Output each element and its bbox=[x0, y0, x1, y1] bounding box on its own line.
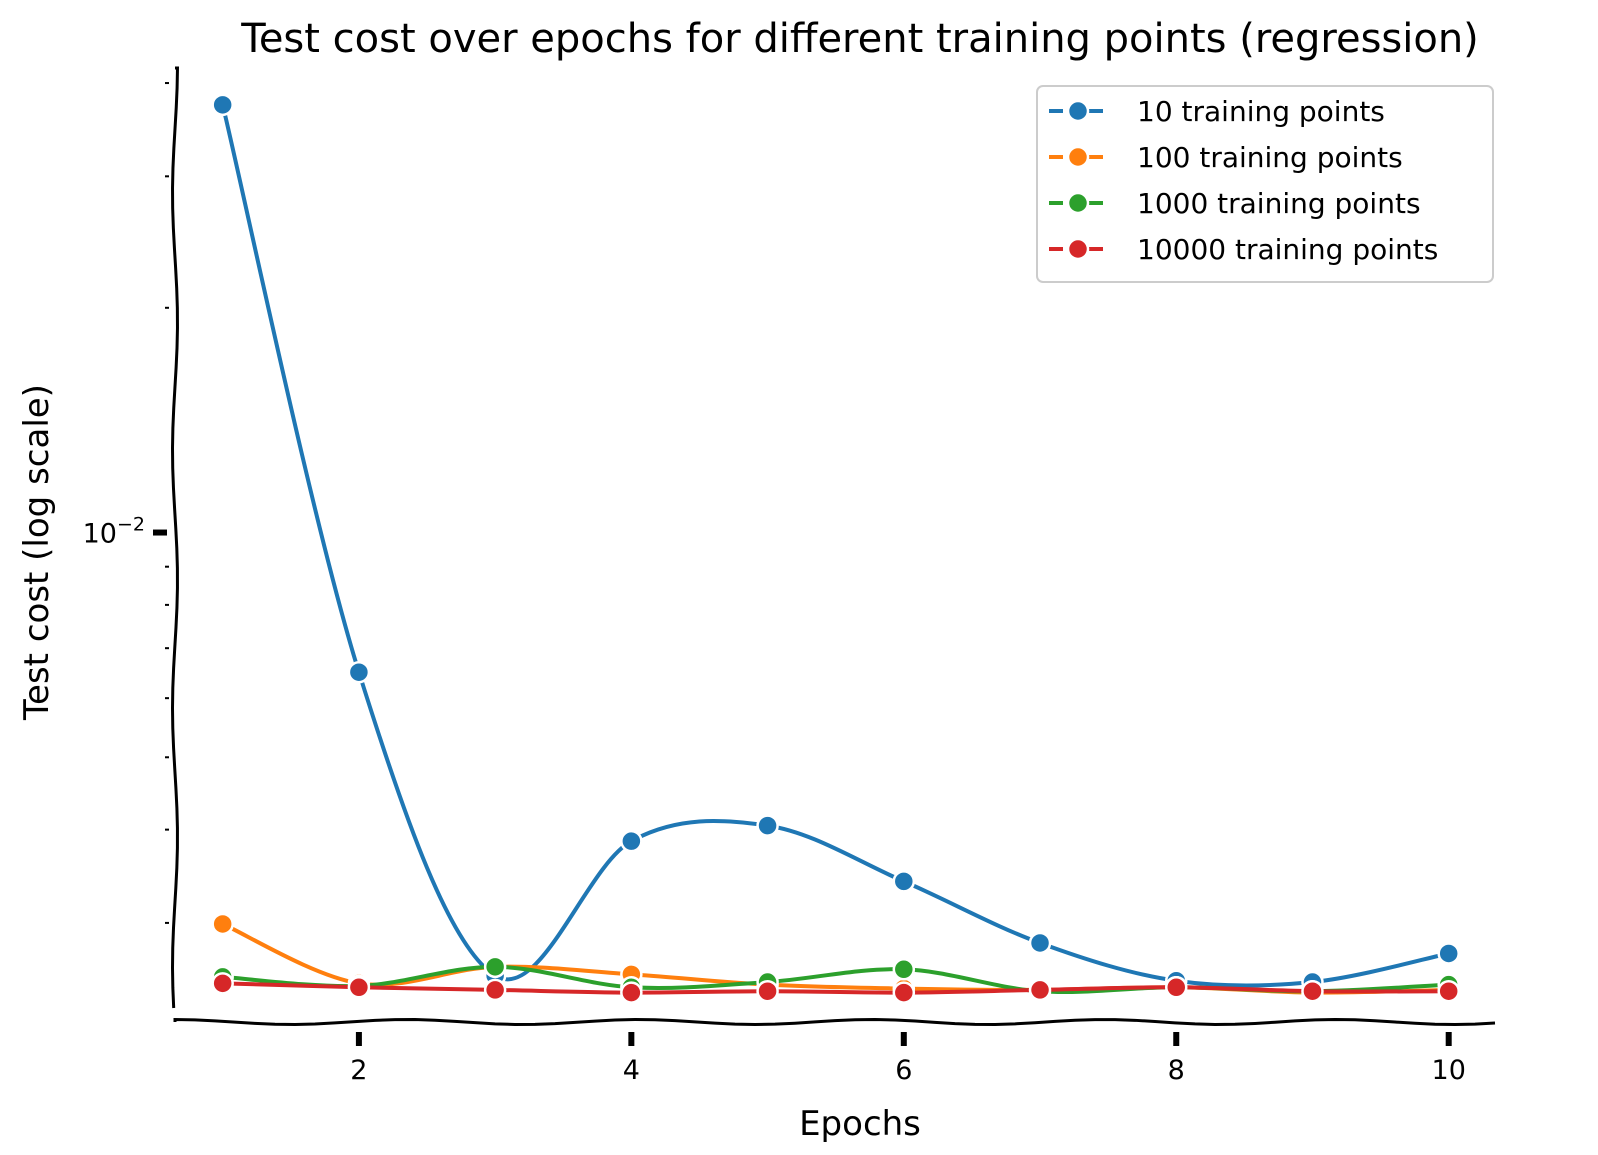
series-3 bbox=[211, 955, 1460, 1003]
data-point bbox=[620, 981, 643, 1004]
legend: 10 training points 100 training points 100… bbox=[1036, 85, 1494, 283]
data-point bbox=[211, 93, 234, 117]
series-line bbox=[221, 922, 1449, 995]
x-axis-line bbox=[173, 1017, 1496, 1027]
data-point bbox=[483, 955, 507, 979]
legend-marker bbox=[1066, 145, 1090, 169]
legend-marker bbox=[1066, 237, 1090, 261]
data-point bbox=[1028, 931, 1052, 955]
y-axis: 10−2 bbox=[83, 66, 180, 1009]
legend-label: 10 training points bbox=[1137, 95, 1385, 128]
legend-entry: 10000 training points bbox=[1049, 233, 1438, 266]
legend-box bbox=[1036, 85, 1494, 283]
legend-label: 1000 training points bbox=[1137, 187, 1421, 220]
series-line bbox=[222, 981, 1449, 995]
data-point bbox=[347, 660, 371, 684]
legend-marker bbox=[1066, 191, 1090, 215]
x-tick-label: 6 bbox=[895, 1055, 912, 1086]
data-point bbox=[211, 912, 234, 936]
x-tick-label: 10 bbox=[1432, 1055, 1466, 1086]
legend-label: 10000 training points bbox=[1137, 233, 1438, 266]
legend-marker bbox=[1066, 99, 1090, 123]
data-point bbox=[892, 958, 916, 981]
chart-title: Test cost over epochs for different trai… bbox=[240, 16, 1479, 62]
legend-entry: 1000 training points bbox=[1049, 187, 1421, 220]
legend-entry: 10 training points bbox=[1049, 95, 1385, 128]
x-tick-label: 8 bbox=[1168, 1055, 1185, 1086]
x-axis-label: Epochs bbox=[799, 1104, 921, 1144]
data-point bbox=[756, 979, 779, 1003]
series-line bbox=[220, 104, 1450, 988]
y-tick-label: 10−2 bbox=[83, 514, 145, 550]
x-tick-label: 4 bbox=[623, 1055, 640, 1086]
data-point bbox=[1165, 976, 1188, 999]
data-point bbox=[483, 978, 507, 1002]
data-point bbox=[756, 814, 779, 837]
data-point bbox=[347, 976, 371, 999]
data-point bbox=[1301, 979, 1324, 1003]
data-point bbox=[1437, 942, 1460, 965]
y-axis-line bbox=[170, 66, 180, 1009]
x-tick-label: 2 bbox=[350, 1055, 367, 1086]
series-4 bbox=[211, 972, 1460, 1004]
data-point bbox=[892, 870, 916, 893]
plot-area bbox=[211, 93, 1460, 1004]
data-point bbox=[211, 972, 234, 995]
data-point bbox=[620, 829, 643, 853]
data-point bbox=[1028, 978, 1052, 1002]
series-1 bbox=[211, 93, 1460, 994]
x-axis: 2 4 6 8 10 bbox=[173, 1017, 1496, 1086]
legend-entry: 100 training points bbox=[1049, 141, 1403, 174]
data-point bbox=[892, 981, 916, 1004]
legend-label: 100 training points bbox=[1137, 141, 1403, 174]
y-axis-label: Test cost (log scale) bbox=[17, 384, 57, 721]
data-point bbox=[1437, 979, 1460, 1003]
